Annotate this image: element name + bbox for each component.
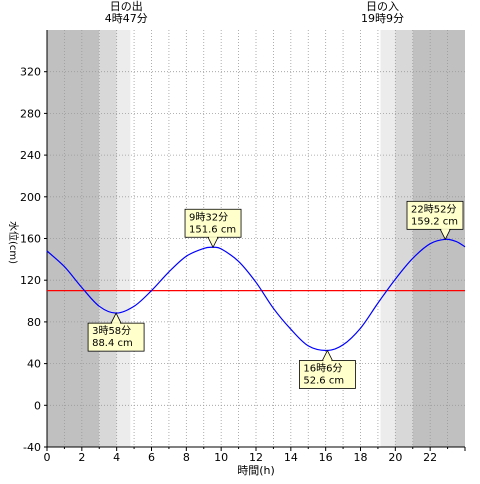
x-tick-label: 10: [214, 451, 228, 464]
annotation-box-1: [184, 208, 242, 238]
night-shading-5: [412, 30, 465, 447]
y-tick-label: 240: [20, 149, 41, 162]
y-tick-label: -40: [23, 441, 41, 454]
annotation-time-3: 22時52分: [411, 203, 456, 215]
y-tick-label: 280: [20, 107, 41, 120]
annotation-level-2: 52.6 cm: [303, 375, 344, 386]
y-tick-label: 0: [34, 399, 41, 412]
x-tick-label: 16: [319, 451, 333, 464]
sunset-label: 日の入: [366, 0, 399, 13]
annotation-box-3: [406, 200, 464, 230]
y-tick-label: 160: [20, 233, 41, 246]
y-tick-label: 40: [27, 358, 41, 371]
x-tick-label: 8: [183, 451, 190, 464]
y-tick-label: 80: [27, 316, 41, 329]
x-tick-label: 18: [354, 451, 368, 464]
annotation-time-2: 16時6分: [303, 362, 342, 374]
sunrise-label: 日の出: [110, 0, 143, 13]
annotation-box-2: [299, 360, 356, 389]
x-tick-label: 4: [113, 451, 120, 464]
x-tick-label: 14: [284, 451, 298, 464]
x-axis-title: 時間(h): [237, 464, 275, 477]
x-tick-label: 12: [249, 451, 263, 464]
annotation-level-0: 88.4 cm: [92, 338, 133, 349]
x-tick-label: 2: [78, 451, 85, 464]
x-tick-label: 0: [44, 451, 51, 464]
x-tick-label: 6: [148, 451, 155, 464]
sunrise-time: 4時47分: [105, 12, 148, 25]
annotation-time-0: 3時58分: [92, 325, 131, 337]
y-tick-label: 120: [20, 274, 41, 287]
annotation-level-3: 159.2 cm: [411, 216, 458, 227]
night-shading-3: [380, 30, 396, 447]
x-tick-label: 20: [388, 451, 402, 464]
tide-curve: [46, 238, 466, 352]
x-tick-label: 22: [423, 451, 437, 464]
y-tick-label: 200: [20, 191, 41, 204]
annotation-level-1: 151.6 cm: [189, 224, 236, 235]
annotation-time-1: 9時32分: [189, 211, 228, 223]
y-tick-label: 320: [20, 66, 41, 79]
annotation-box-0: [87, 322, 145, 352]
y-axis-title: 水位(cm): [7, 221, 20, 264]
sunset-time: 19時9分: [361, 12, 404, 25]
night-shading-0: [47, 30, 100, 447]
